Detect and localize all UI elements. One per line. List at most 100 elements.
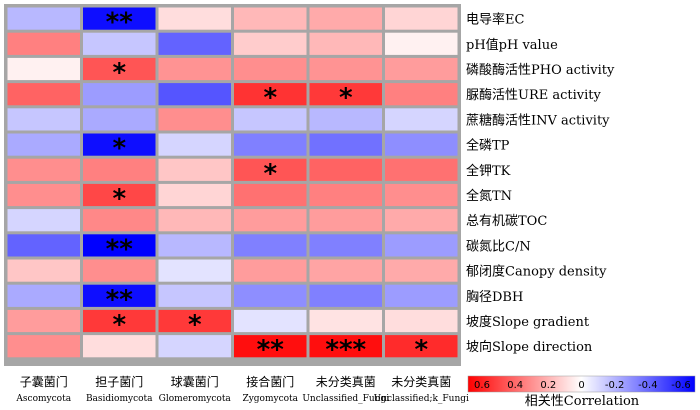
column-label-en: Unclassified_Fungi	[302, 394, 389, 404]
heatmap-cell	[7, 133, 80, 156]
heatmap-cell	[309, 335, 382, 358]
heatmap-cell	[385, 133, 458, 156]
heatmap-cell	[309, 158, 382, 181]
heatmap-cell	[158, 259, 231, 282]
row-label: 全钾TK	[466, 163, 511, 179]
significance-star: *	[263, 83, 277, 113]
column-label-en: Glomeromycota	[159, 394, 232, 404]
heatmap-cell	[7, 183, 80, 207]
significance-star: *	[112, 184, 126, 214]
heatmap-cell	[309, 83, 382, 106]
heatmap-cell	[158, 83, 231, 106]
significance-star: **	[106, 234, 134, 264]
color-legend: 0.6 0.4 0.2 0 -0.2 -0.4 -0.6 相关性Correlation	[467, 375, 696, 409]
heatmap-cell	[158, 158, 231, 181]
heatmap-cell	[234, 57, 307, 81]
column-label-en: Ascomycota	[15, 394, 71, 404]
heatmap-cell	[234, 183, 307, 207]
heatmap-cell	[234, 133, 307, 156]
heatmap-cell	[309, 7, 382, 30]
heatmap-cell	[309, 309, 382, 333]
significance-star: *	[112, 310, 126, 340]
heatmap-cell	[385, 284, 458, 307]
heatmap-cell	[7, 284, 80, 307]
significance-star: *	[339, 83, 353, 113]
column-label-en: Unclassified;k_Fungi	[374, 394, 469, 404]
heatmap-cell	[83, 309, 156, 333]
heatmap-cell	[309, 57, 382, 81]
column-label-en: Basidiomycota	[86, 394, 153, 404]
column-label-cn: 担子菌门	[95, 374, 143, 389]
heatmap-cell	[83, 158, 156, 181]
heatmap-cell	[309, 259, 382, 282]
heatmap-cell	[83, 183, 156, 207]
heatmap-cell	[234, 284, 307, 307]
heatmap-cells	[7, 7, 458, 358]
column-label-en: Zygomycota	[242, 394, 298, 404]
heatmap-cell	[158, 57, 231, 81]
row-label: 电导率EC	[466, 12, 524, 28]
significance-star: *	[112, 134, 126, 164]
heatmap-cell	[158, 108, 231, 131]
heatmap-cell	[385, 183, 458, 207]
heatmap-cell	[7, 309, 80, 333]
heatmap-cell	[158, 335, 231, 358]
significance-stars: **** ********* *** *** *	[106, 8, 429, 366]
row-label: 脲酶活性URE activity	[466, 87, 602, 103]
row-label: 全磷TP	[466, 138, 510, 154]
heatmap-cell	[83, 209, 156, 232]
heatmap-cell	[7, 57, 80, 81]
significance-star: *	[263, 159, 277, 189]
heatmap-cell	[234, 234, 307, 257]
legend-tick-label: 0	[578, 380, 584, 391]
row-label: 总有机碳TOC	[466, 214, 547, 229]
heatmap-cell	[7, 335, 80, 358]
heatmap-cell	[7, 7, 80, 30]
significance-star: *	[112, 58, 126, 88]
heatmap-cell	[385, 83, 458, 106]
heatmap-cell	[234, 209, 307, 232]
legend-title: 相关性Correlation	[525, 394, 640, 409]
column-label-cn: 球囊菌门	[171, 374, 219, 389]
column-label-cn: 未分类真菌	[316, 375, 376, 389]
row-label: 郁闭度Canopy density	[466, 264, 607, 280]
column-label-cn: 未分类真菌	[391, 375, 451, 389]
heatmap-cell	[234, 7, 307, 30]
heatmap-cell	[385, 309, 458, 333]
heatmap-cell	[309, 234, 382, 257]
legend-tick-label: 0.2	[540, 380, 556, 391]
row-label: 全氮TN	[466, 188, 512, 204]
heatmap-cell	[7, 83, 80, 106]
heatmap-cell	[309, 133, 382, 156]
legend-tick-label: -0.4	[638, 380, 658, 391]
heatmap-cell	[309, 183, 382, 207]
heatmap-cell	[234, 158, 307, 181]
column-label-cn: 接合菌门	[246, 374, 294, 389]
heatmap-cell	[234, 83, 307, 106]
heatmap-cell	[385, 158, 458, 181]
heatmap-cell	[234, 309, 307, 333]
heatmap-cell	[83, 32, 156, 55]
grid-background	[4, 4, 461, 366]
heatmap-cell	[234, 32, 307, 55]
heatmap-cell	[7, 259, 80, 282]
heatmap-cell	[385, 209, 458, 232]
legend-ticks: 0.6 0.4 0.2 0 -0.2 -0.4 -0.6	[474, 380, 691, 391]
heatmap-cell	[83, 83, 156, 106]
heatmap-cell	[7, 234, 80, 257]
column-labels: 子囊菌门 Ascomycota 担子菌门 Basidiomycota 球囊菌门 Glome…	[15, 374, 469, 404]
heatmap-cell	[7, 32, 80, 55]
heatmap-cell	[158, 133, 231, 156]
heatmap-cell	[234, 108, 307, 131]
heatmap-cell	[158, 234, 231, 257]
row-label: 磷酸酶活性PHO activity	[466, 62, 615, 78]
heatmap-cell	[309, 209, 382, 232]
significance-star: *	[188, 310, 202, 340]
heatmap-cell	[385, 335, 458, 358]
significance-star: **	[257, 335, 285, 365]
heatmap-cell	[83, 284, 156, 307]
heatmap-cell	[158, 183, 231, 207]
heatmap-cell	[158, 309, 231, 333]
row-label: 胸径DBH	[466, 290, 523, 305]
heatmap-cell	[83, 108, 156, 131]
